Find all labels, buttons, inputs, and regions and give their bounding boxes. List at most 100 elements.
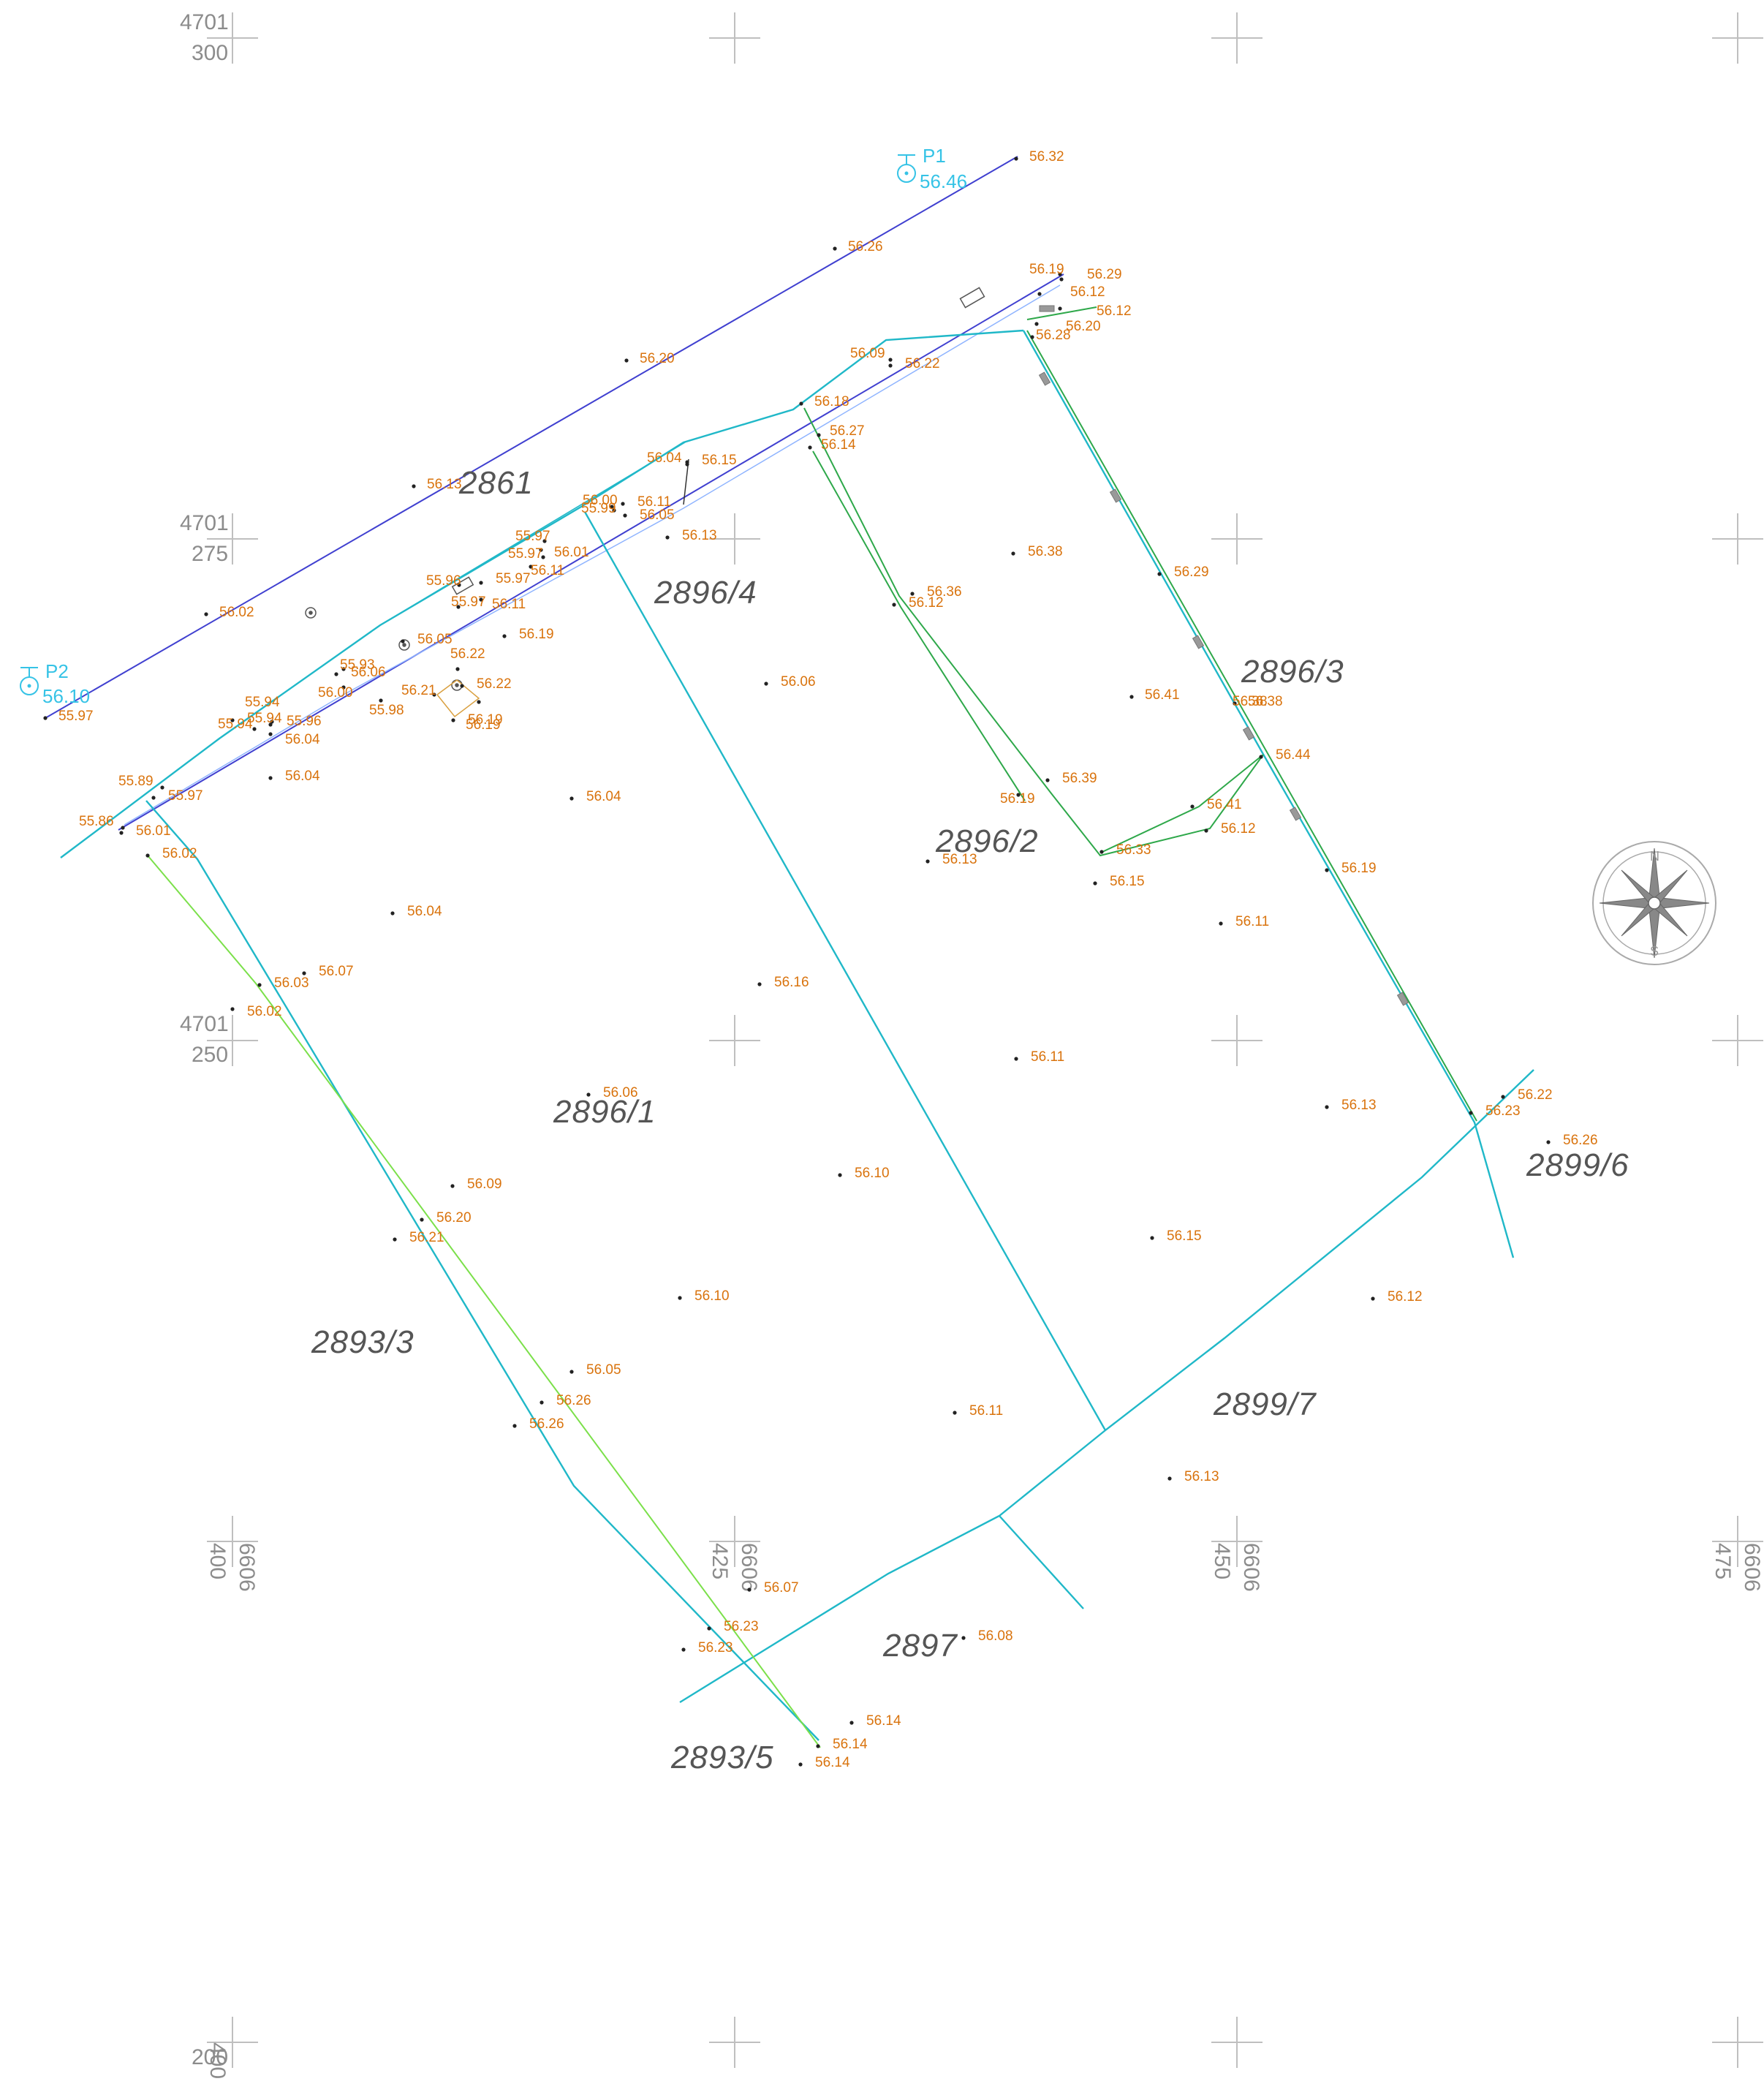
boundary-line bbox=[379, 442, 686, 626]
elevation-label: 56.12 bbox=[1388, 1289, 1423, 1305]
elevation-point bbox=[623, 513, 627, 518]
utility-box-icon bbox=[451, 576, 474, 595]
elevation-label: 55.89 bbox=[118, 774, 154, 789]
elevation-label: 55.93 bbox=[340, 657, 375, 673]
elevation-point bbox=[1014, 1057, 1018, 1061]
elevation-label: 56.38 bbox=[1233, 694, 1268, 709]
compass-north-label: N bbox=[1650, 849, 1659, 864]
elevation-label: 56.05 bbox=[586, 1362, 621, 1378]
lime-line bbox=[147, 855, 821, 1748]
elevation-label: 56.23 bbox=[698, 1640, 733, 1656]
elevation-point bbox=[450, 1184, 455, 1188]
elevation-label: 56.22 bbox=[450, 646, 485, 662]
elevation-point bbox=[451, 718, 455, 722]
elevation-point bbox=[961, 1636, 966, 1640]
elevation-label: 56.12 bbox=[1221, 821, 1256, 837]
elevation-label: 55.96 bbox=[426, 573, 461, 589]
parcel-number: 2899/6 bbox=[1526, 1147, 1629, 1183]
elevation-point bbox=[816, 1744, 820, 1748]
elevation-label: 56.00 bbox=[318, 685, 353, 701]
elevation-point bbox=[925, 859, 930, 864]
elevation-point bbox=[1011, 551, 1015, 556]
elevation-point bbox=[432, 692, 436, 697]
elevation-point bbox=[539, 548, 543, 552]
elevation-point bbox=[808, 445, 812, 450]
elevation-point bbox=[479, 581, 483, 585]
elevation-point bbox=[268, 732, 273, 736]
elevation-label: 56.04 bbox=[647, 450, 682, 466]
elevation-label: 56.11 bbox=[531, 563, 564, 578]
elevation-point bbox=[204, 612, 208, 616]
grid-labels-x: 400 6606 425 6606 450 6606 475 6606 400 bbox=[205, 1543, 1764, 2079]
elevation-label: 56.29 bbox=[1087, 267, 1122, 282]
elevation-point bbox=[1325, 1105, 1329, 1109]
elevation-label: 56.04 bbox=[407, 904, 442, 919]
elevation-label: 56.04 bbox=[285, 769, 320, 784]
elevation-point bbox=[390, 911, 395, 915]
benchmark-icon bbox=[20, 676, 39, 695]
elevation-label: 56.15 bbox=[1167, 1228, 1202, 1244]
elevation-point bbox=[1157, 572, 1162, 576]
elevation-point bbox=[1059, 277, 1064, 282]
elevation-label: 56.28 bbox=[1036, 328, 1071, 343]
elevation-label: 55.94 bbox=[247, 711, 282, 726]
benchmark-icon bbox=[897, 164, 916, 183]
parcel-number: 2896/4 bbox=[654, 575, 757, 611]
elevation-point bbox=[1045, 778, 1050, 782]
elevation-label: 56.22 bbox=[477, 676, 512, 692]
elevation-label: 56.19 bbox=[468, 712, 503, 728]
grid-x-label: 6606 bbox=[1740, 1543, 1764, 1592]
elevation-point bbox=[1371, 1296, 1375, 1301]
elevation-label: 56.19 bbox=[1029, 262, 1064, 277]
elevation-point bbox=[1501, 1095, 1505, 1099]
elevation-point bbox=[1469, 1111, 1473, 1115]
elevation-point bbox=[1219, 921, 1223, 926]
elevation-label: 56.04 bbox=[285, 732, 320, 747]
fence-lines bbox=[803, 306, 1477, 1122]
elevation-point bbox=[268, 722, 273, 727]
elevation-label: 56.20 bbox=[640, 351, 675, 366]
elevation-point bbox=[1037, 292, 1042, 296]
elevation-point bbox=[888, 363, 893, 368]
elevation-label: 55.97 bbox=[496, 571, 531, 586]
elevation-point bbox=[610, 505, 614, 509]
elevation-label: 56.27 bbox=[830, 423, 865, 439]
elevation-point bbox=[477, 700, 481, 704]
elevation-label: 56.15 bbox=[1110, 874, 1145, 889]
elevation-point bbox=[586, 1092, 591, 1097]
elevation-point bbox=[817, 433, 821, 437]
elevation-label: 56.10 bbox=[855, 1166, 890, 1181]
boundary-lines bbox=[60, 329, 1534, 1741]
elevation-label: 56.16 bbox=[774, 975, 809, 990]
elevation-point bbox=[892, 603, 896, 607]
elevation-label: 56.26 bbox=[1563, 1133, 1598, 1148]
grid-labels-y: 4701 300 4701 275 4701 250 200 bbox=[180, 10, 229, 2069]
elevation-point bbox=[119, 831, 124, 835]
elevation-point bbox=[541, 555, 545, 559]
elevation-label: 56.05 bbox=[640, 507, 675, 523]
well-icon bbox=[398, 639, 410, 651]
elevation-label: 56.06 bbox=[351, 665, 386, 680]
elevation-label: 56.03 bbox=[274, 975, 309, 991]
elevation-label: 56.19 bbox=[1000, 791, 1035, 807]
elevation-point bbox=[455, 667, 460, 671]
elevation-label: 56.12 bbox=[1097, 303, 1132, 319]
elevation-point bbox=[1058, 272, 1062, 276]
elevation-point bbox=[542, 539, 547, 543]
elevation-label: 56.01 bbox=[136, 823, 171, 839]
elevation-label: 56.00 bbox=[583, 493, 618, 508]
well-icon bbox=[305, 607, 317, 619]
elevation-label: 55.97 bbox=[58, 709, 94, 724]
elevation-point bbox=[1167, 1476, 1172, 1481]
elevation-point bbox=[268, 776, 273, 780]
elevation-dots bbox=[43, 156, 1551, 1767]
benchmark-p2: P2 56.10 bbox=[20, 660, 90, 707]
elevation-label: 56.13 bbox=[682, 528, 717, 543]
elevation-point bbox=[457, 583, 461, 587]
elevation-point bbox=[953, 1411, 957, 1415]
grid-y-label: 250 bbox=[192, 1043, 228, 1067]
utility-box-icon bbox=[959, 287, 985, 309]
elevation-point bbox=[420, 1217, 424, 1222]
elevation-label: 56.19 bbox=[1341, 861, 1377, 876]
